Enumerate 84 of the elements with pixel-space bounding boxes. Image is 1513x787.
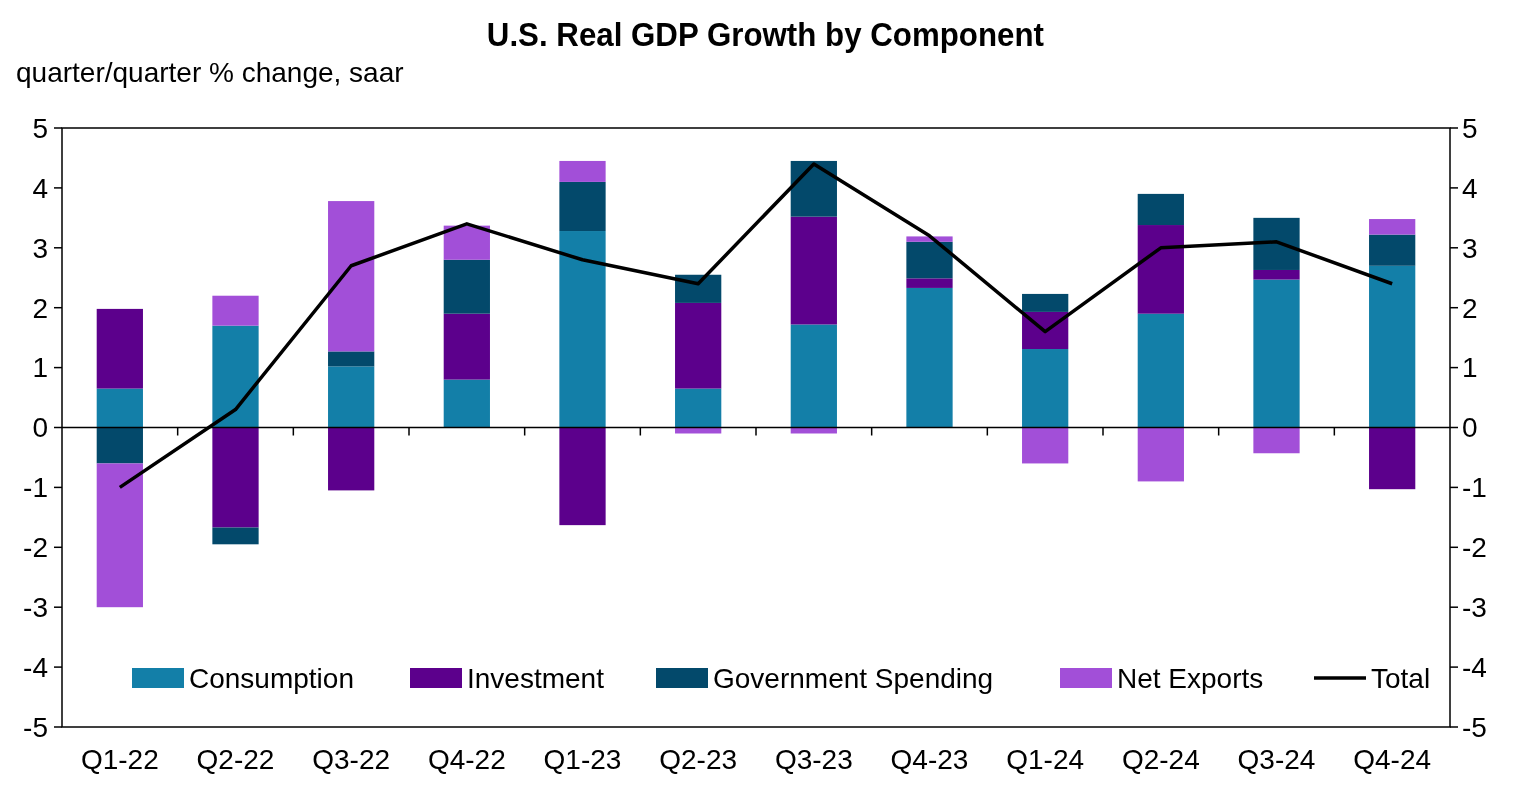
y2-tick-label: 2 bbox=[1462, 292, 1478, 324]
bar bbox=[1022, 349, 1069, 428]
bar bbox=[1253, 217, 1300, 270]
legend-label: Government Spending bbox=[713, 662, 994, 694]
x-tick-label: Q1-24 bbox=[1006, 744, 1085, 775]
bar bbox=[328, 427, 375, 491]
bar bbox=[212, 427, 259, 528]
y-tick-label: 4 bbox=[32, 172, 48, 204]
bar bbox=[675, 302, 722, 389]
y2-tick-label: -1 bbox=[1462, 472, 1487, 504]
bar bbox=[328, 201, 375, 352]
y2-tick-label: 5 bbox=[1462, 112, 1478, 144]
bar bbox=[1253, 279, 1300, 428]
bar bbox=[1369, 234, 1416, 266]
legend-label: Consumption bbox=[189, 662, 354, 694]
x-tick-label: Q1-23 bbox=[543, 744, 622, 775]
y-tick-label: 3 bbox=[32, 232, 48, 264]
y2-tick-label: -2 bbox=[1462, 532, 1487, 564]
bar bbox=[1022, 293, 1069, 312]
y-tick-label: -2 bbox=[23, 532, 48, 564]
bar bbox=[559, 427, 606, 526]
legend-label: Net Exports bbox=[1117, 662, 1264, 694]
bar bbox=[559, 160, 606, 182]
bar bbox=[906, 241, 953, 279]
y2-tick-label: -3 bbox=[1462, 592, 1487, 623]
x-tick-label: Q4-23 bbox=[890, 744, 969, 775]
bar bbox=[906, 287, 953, 428]
y2-tick-label: 1 bbox=[1462, 352, 1478, 384]
bar bbox=[790, 216, 837, 325]
bar bbox=[443, 225, 490, 260]
y-tick-label: 5 bbox=[32, 112, 48, 144]
bar bbox=[675, 388, 722, 428]
x-tick-label: Q4-22 bbox=[427, 744, 506, 775]
bar bbox=[559, 231, 606, 428]
bar bbox=[1137, 313, 1184, 428]
y2-tick-label: 0 bbox=[1462, 412, 1478, 444]
bar bbox=[212, 527, 259, 545]
bar bbox=[1137, 193, 1184, 226]
bar bbox=[1253, 269, 1300, 280]
bar bbox=[1253, 427, 1300, 454]
chart-title: U.S. Real GDP Growth by Component bbox=[486, 14, 1045, 54]
y2-tick-label: 4 bbox=[1462, 172, 1478, 204]
bar bbox=[443, 259, 490, 314]
bar bbox=[212, 295, 259, 326]
y-tick-label: -5 bbox=[23, 711, 48, 743]
bar bbox=[96, 308, 143, 389]
y-tick-label: 2 bbox=[32, 292, 48, 324]
x-tick-label: Q3-23 bbox=[774, 744, 853, 775]
y2-tick-label: -4 bbox=[1462, 651, 1487, 683]
x-tick-label: Q3-24 bbox=[1237, 744, 1316, 775]
bar bbox=[1369, 265, 1416, 428]
y-tick-label: -4 bbox=[23, 651, 48, 683]
legend-label: Total bbox=[1371, 662, 1431, 694]
bar bbox=[559, 181, 606, 232]
bar bbox=[96, 388, 143, 428]
x-tick-label: Q2-23 bbox=[659, 744, 738, 775]
y-tick-label: -1 bbox=[23, 472, 48, 504]
y-axis-title: quarter/quarter % change, saar bbox=[16, 57, 404, 88]
bar bbox=[212, 325, 259, 428]
y-tick-label: 1 bbox=[32, 352, 48, 384]
x-tick-label: Q2-22 bbox=[196, 744, 275, 775]
bar bbox=[906, 278, 953, 288]
legend-label: Investment bbox=[467, 662, 605, 694]
bar bbox=[328, 351, 375, 367]
bar bbox=[1369, 427, 1416, 490]
bar bbox=[96, 463, 143, 608]
bar bbox=[443, 313, 490, 380]
bar bbox=[1137, 225, 1184, 314]
bar bbox=[328, 366, 375, 428]
x-tick-label: Q2-24 bbox=[1121, 744, 1200, 775]
bar bbox=[1369, 219, 1416, 235]
bar bbox=[96, 427, 143, 464]
x-tick-label: Q3-22 bbox=[312, 744, 391, 775]
y2-tick-label: 3 bbox=[1462, 232, 1478, 264]
bar bbox=[790, 324, 837, 428]
bar bbox=[790, 160, 837, 217]
y2-tick-label: -5 bbox=[1462, 711, 1487, 743]
y-tick-label: -3 bbox=[23, 592, 48, 623]
x-tick-label: Q1-22 bbox=[80, 744, 159, 775]
x-tick-label: Q4-24 bbox=[1353, 744, 1432, 775]
y-tick-label: 0 bbox=[32, 412, 48, 444]
bar bbox=[1022, 427, 1069, 464]
bar bbox=[1137, 427, 1184, 482]
bar bbox=[443, 379, 490, 428]
